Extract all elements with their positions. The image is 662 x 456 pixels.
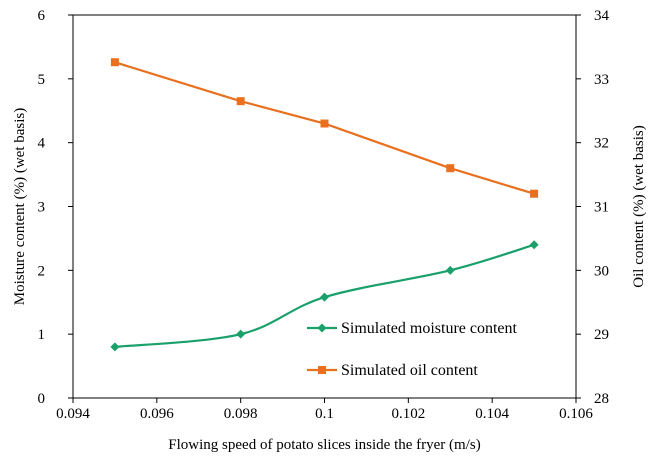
- x-tick-label: 0.094: [56, 406, 90, 422]
- left-y-tick-label: 6: [38, 8, 46, 24]
- data-point: [530, 189, 539, 198]
- right-y-tick-label: 32: [594, 136, 609, 152]
- series-oil-content: [110, 58, 539, 198]
- right-y-tick-label: 30: [594, 263, 609, 279]
- left-y-tick-label: 2: [38, 263, 46, 279]
- right-y-tick-label: 34: [594, 8, 610, 24]
- data-point: [320, 292, 329, 302]
- ticks: 0.094 0.096 0.098 0.1 0.102 0.104 0.1060123456…: [38, 8, 610, 422]
- x-tick-label: 0.102: [391, 406, 425, 422]
- data-point: [110, 58, 119, 67]
- legend-swatch-marker: [318, 366, 326, 374]
- left-y-tick-label: 4: [38, 136, 46, 152]
- data-point: [446, 164, 455, 173]
- x-axis-title: Flowing speed of potato slices inside th…: [168, 437, 480, 453]
- right-y-tick-label: 31: [594, 200, 609, 216]
- left-y-axis-title: Moisture content (%) (wet basis): [12, 108, 28, 305]
- series-moisture-content: [110, 240, 539, 352]
- right-y-tick-label: 28: [594, 391, 609, 407]
- right-y-axis-title: Oil content (%) (wet basis): [631, 125, 647, 287]
- x-tick-label: 0.106: [559, 406, 593, 422]
- data-point: [236, 329, 246, 339]
- right-y-tick-label: 29: [594, 327, 609, 343]
- legend-item: Simulated moisture content: [307, 320, 518, 337]
- legend-label: Simulated moisture content: [341, 320, 518, 337]
- right-y-tick-label: 33: [594, 72, 609, 88]
- x-tick-label: 0.1: [315, 406, 334, 422]
- left-y-tick-label: 1: [38, 327, 46, 343]
- x-tick-label: 0.104: [475, 406, 509, 422]
- data-point: [236, 97, 245, 106]
- data-point: [445, 265, 455, 275]
- x-tick-label: 0.098: [224, 406, 258, 422]
- data-point: [529, 240, 539, 250]
- left-y-tick-label: 3: [38, 200, 46, 216]
- legend-item: Simulated oil content: [307, 362, 478, 379]
- data-point: [110, 342, 120, 352]
- series-line: [114, 61, 535, 195]
- x-tick-label: 0.096: [140, 406, 174, 422]
- legend: Simulated moisture content Simulated oil …: [307, 320, 518, 379]
- legend-label: Simulated oil content: [341, 362, 478, 379]
- series: [110, 58, 539, 352]
- left-y-tick-label: 5: [38, 72, 46, 88]
- data-point: [320, 119, 329, 128]
- legend-swatch-marker: [317, 323, 327, 333]
- left-y-tick-label: 0: [38, 391, 46, 407]
